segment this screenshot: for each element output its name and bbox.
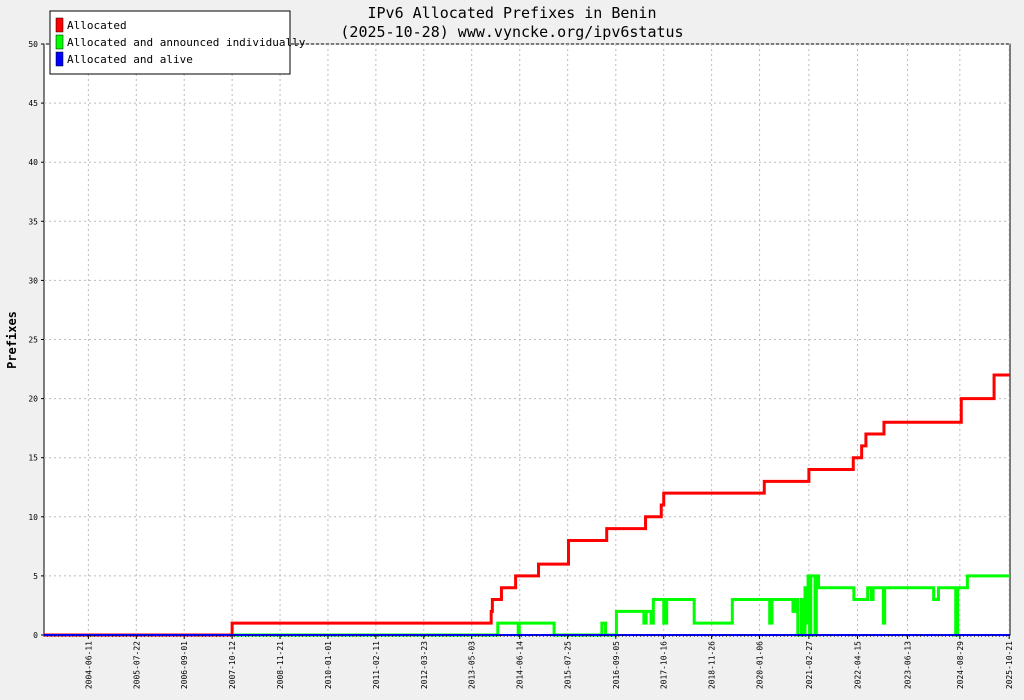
y-tick-label: 5 — [33, 572, 38, 581]
y-axis-label: Prefixes — [5, 311, 19, 369]
x-tick-label: 2025-10-21 — [1005, 641, 1014, 689]
y-tick-label: 25 — [28, 336, 38, 345]
y-tick-label: 30 — [28, 276, 38, 285]
legend-swatch-allocated — [55, 17, 64, 33]
x-tick-label: 2013-05-03 — [468, 641, 477, 689]
y-tick-label: 45 — [28, 99, 38, 108]
y-tick-label: 0 — [33, 631, 38, 640]
x-tick-label: 2018-11-26 — [708, 641, 717, 689]
x-tick-label: 2020-01-06 — [756, 641, 765, 689]
legend: Allocated Allocated and announced indivi… — [49, 10, 306, 75]
legend-swatch-announced — [55, 34, 64, 50]
x-tick-label: 2007-10-12 — [228, 641, 237, 689]
y-tick-label: 35 — [28, 217, 38, 226]
x-tick-label: 2008-11-21 — [276, 641, 285, 689]
y-tick-label: 20 — [28, 395, 38, 404]
legend-label-allocated: Allocated — [67, 19, 127, 32]
y-tick-label: 50 — [28, 40, 38, 49]
x-tick-label: 2017-10-16 — [660, 641, 669, 689]
legend-box — [49, 10, 291, 75]
axes: 0 5 10 15 20 25 30 35 40 45 50 2004-06-11 2005-07-22… — [28, 40, 1014, 689]
x-tick-label: 2021-02-27 — [805, 641, 814, 689]
series-line-allocated — [44, 373, 1010, 637]
x-tick-label: 2012-03-23 — [420, 641, 429, 689]
x-tick-label: 2010-01-01 — [324, 641, 333, 689]
chart-subtitle: (2025-10-28) www.vyncke.org/ipv6status — [340, 23, 683, 41]
x-tick-label: 2024-08-29 — [956, 641, 965, 689]
x-tick-label: 2011-02-11 — [372, 641, 381, 689]
y-tick-label: 15 — [28, 454, 38, 463]
x-tick-label: 2006-09-01 — [180, 641, 189, 689]
x-tick-label: 2014-06-14 — [516, 641, 525, 689]
y-tick-label: 10 — [28, 513, 38, 522]
series-line-announced — [44, 574, 1010, 637]
x-tick-label: 2023-06-13 — [904, 641, 913, 689]
y-tick-label: 40 — [28, 158, 38, 167]
x-tick-label: 2022-04-15 — [854, 641, 863, 689]
chart-title: IPv6 Allocated Prefixes in Benin — [368, 4, 657, 22]
x-tick-label: 2004-06-11 — [84, 641, 93, 689]
legend-swatch-alive — [55, 51, 64, 67]
x-tick-label: 2015-07-25 — [564, 641, 573, 689]
legend-label-announced: Allocated and announced individually — [67, 36, 306, 49]
legend-label-alive: Allocated and alive — [67, 53, 193, 66]
x-tick-label: 2016-09-05 — [612, 641, 621, 689]
x-tick-label: 2005-07-22 — [132, 641, 141, 689]
